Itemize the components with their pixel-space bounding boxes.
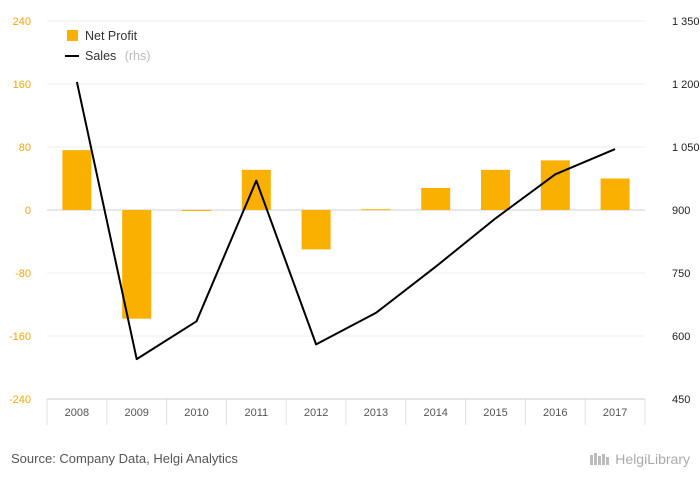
legend-label-sales: Sales (rhs) (85, 47, 150, 64)
source-note: Source: Company Data, Helgi Analytics (11, 451, 238, 466)
net-profit-bar (600, 178, 630, 210)
y-right-tick-label: 750 (672, 268, 690, 280)
y-left-tick-label: 240 (13, 16, 31, 28)
axes: 240 160 80 0 -80 -160 -240 1 350 1 200 1 050 900 75… (9, 16, 700, 419)
chart-background (0, 0, 700, 440)
x-tick-label: 2014 (423, 407, 447, 419)
library-icon (590, 453, 610, 465)
y-left-tick-label: 80 (19, 142, 31, 154)
legend-label-sales-note: (rhs) (125, 49, 151, 63)
chart: 240 160 80 0 -80 -160 -240 1 350 1 200 1 050 900 75… (0, 0, 700, 440)
net-profit-bar (540, 160, 570, 210)
legend-label-net-profit: Net Profit (85, 29, 138, 43)
net-profit-bar (361, 209, 391, 211)
legend-label-sales-text: Sales (85, 49, 116, 63)
x-tick-label: 2016 (543, 407, 567, 419)
y-right-tick-label: 1 050 (672, 142, 700, 154)
x-tick-label: 2012 (304, 407, 328, 419)
net-profit-bar (62, 150, 92, 210)
x-tick-label: 2011 (244, 407, 268, 419)
sales-line (75, 81, 616, 361)
x-tick-label: 2013 (364, 407, 388, 419)
net-profit-bar (182, 210, 211, 211)
x-tick-label: 2008 (65, 407, 89, 419)
y-right-tick-label: 600 (672, 331, 690, 343)
brand-name: HelgiLibrary (615, 451, 690, 467)
sales-line-group (75, 81, 616, 361)
y-right-tick-label: 1 200 (672, 79, 700, 91)
net-profit-bar (421, 187, 451, 210)
y-left-tick-label: 0 (25, 205, 31, 217)
x-tick-label: 2009 (124, 407, 148, 419)
y-right-tick-label: 450 (672, 394, 690, 406)
x-tick-label: 2015 (483, 407, 507, 419)
legend: Net Profit Sales (rhs) (65, 29, 150, 64)
net-profit-bar (122, 210, 152, 319)
y-left-tick-label: 160 (13, 79, 31, 91)
y-left-tick-label: -80 (15, 268, 31, 280)
y-right-tick-label: 1 350 (672, 16, 700, 28)
net-profit-bars (62, 150, 630, 319)
y-left-tick-label: -160 (9, 331, 31, 343)
brand-logo[interactable]: HelgiLibrary (589, 451, 690, 467)
net-profit-bar (481, 169, 510, 210)
legend-swatch-net-profit (67, 30, 78, 41)
x-tick-label: 2017 (603, 407, 627, 419)
y-right-tick-label: 900 (672, 205, 690, 217)
net-profit-bar (301, 210, 331, 250)
y-left-tick-label: -240 (9, 394, 31, 406)
x-tick-label: 2010 (184, 407, 208, 419)
